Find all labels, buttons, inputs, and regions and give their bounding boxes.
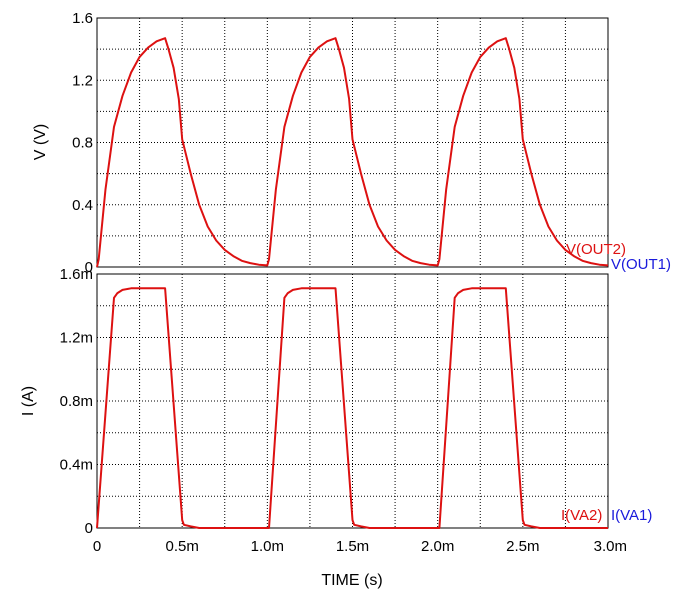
voltage-y-tick-label: 0 (85, 259, 93, 276)
legend-i-va2: I(VA2) (561, 507, 602, 524)
time-x-tick-label: 3.0m (594, 538, 627, 555)
current-y-ticks: 0 0.4m 0.8m 1.2m 1.6m (60, 266, 93, 537)
legend-v-out1: V(OUT1) (611, 256, 671, 273)
current-grid (97, 274, 608, 528)
current-plot-frame (96, 273, 609, 529)
current-series-0 (96, 287, 608, 529)
voltage-panel: 0 0.4 0.8 1.2 1.6 V (V) V(OUT2) V(OUT1) (32, 10, 671, 276)
voltage-y-tick-label: 1.2 (72, 72, 93, 89)
time-x-ticks: 0 0.5m 1.0m 1.5m 2.0m 2.5m 3.0m (93, 538, 627, 555)
time-x-tick-label: 1.0m (251, 538, 284, 555)
legend-v-out2: V(OUT2) (566, 241, 626, 258)
legend-i-va1: I(VA1) (611, 507, 652, 524)
time-x-tick-label: 2.0m (421, 538, 454, 555)
current-y-tick-label: 0.4m (60, 457, 93, 474)
current-y-tick-label: 0 (85, 520, 93, 537)
current-series (96, 287, 608, 529)
voltage-y-tick-label: 1.6 (72, 10, 93, 27)
current-y-tick-label: 0.8m (60, 393, 93, 410)
voltage-y-ticks: 0 0.4 0.8 1.2 1.6 (72, 10, 93, 276)
voltage-y-tick-label: 0.8 (72, 135, 93, 152)
time-x-tick-label: 1.5m (336, 538, 369, 555)
current-panel: 0 0.4m 0.8m 1.2m 1.6m I (A) I(VA2) I(VA1) (20, 266, 652, 537)
voltage-grid (97, 18, 608, 267)
current-y-tick-label: 1.6m (60, 266, 93, 283)
voltage-y-tick-label: 0.4 (72, 197, 93, 214)
current-axis-label: I (A) (20, 386, 37, 416)
voltage-plot-frame (96, 17, 609, 268)
time-x-tick-label: 2.5m (506, 538, 539, 555)
time-axis-label: TIME (s) (321, 572, 382, 589)
voltage-axis-label: V (V) (32, 124, 49, 160)
voltage-series-0 (96, 37, 609, 268)
time-x-tick-label: 0 (93, 538, 101, 555)
time-x-tick-label: 0.5m (165, 538, 198, 555)
current-y-tick-label: 1.2m (60, 330, 93, 347)
voltage-series (96, 37, 609, 268)
